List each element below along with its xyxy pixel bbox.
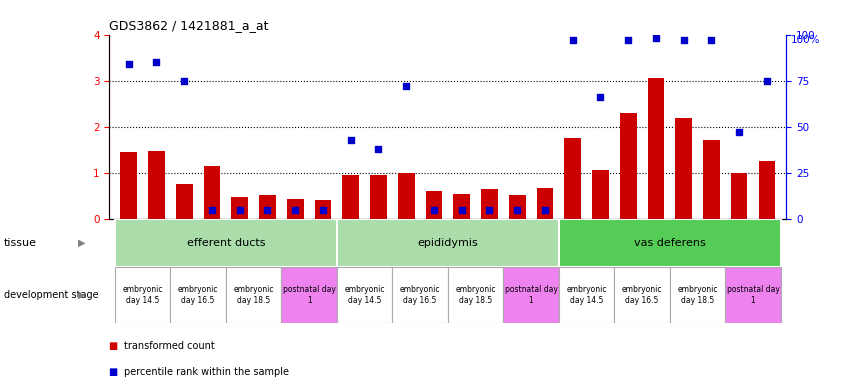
Point [344,137,357,143]
Text: embryonic
day 16.5: embryonic day 16.5 [621,285,663,305]
Point [538,207,552,213]
Text: embryonic
day 18.5: embryonic day 18.5 [455,285,496,305]
Text: GDS3862 / 1421881_a_at: GDS3862 / 1421881_a_at [109,19,269,32]
Bar [669,267,725,323]
Text: efferent ducts: efferent ducts [187,238,265,248]
Bar [703,140,720,219]
Bar [725,267,780,323]
Text: epididymis: epididymis [417,238,479,248]
Point [760,78,774,84]
Point [733,129,746,135]
Bar [592,170,609,219]
Text: embryonic
day 14.5: embryonic day 14.5 [566,285,607,305]
Bar [393,267,447,323]
Bar [115,267,171,323]
Text: embryonic
day 16.5: embryonic day 16.5 [399,285,441,305]
Bar [398,173,415,219]
Bar [675,118,692,219]
Bar [558,219,780,267]
Bar [731,173,748,219]
Text: ▶: ▶ [78,290,86,300]
Text: development stage: development stage [4,290,99,300]
Bar [337,219,558,267]
Point [594,94,607,100]
Point [705,37,718,43]
Bar [315,200,331,219]
Bar [648,78,664,219]
Bar [204,166,220,219]
Point [177,78,191,84]
Point [122,61,135,67]
Bar [231,197,248,219]
Bar [342,175,359,219]
Bar [426,191,442,219]
Point [621,37,635,43]
Bar [337,267,393,323]
Bar [759,161,775,219]
Text: 100%: 100% [791,35,820,45]
Point [261,207,274,213]
Point [372,146,385,152]
Bar [614,267,669,323]
Bar [176,184,193,219]
Point [649,35,663,41]
Point [455,207,468,213]
Text: tissue: tissue [4,238,37,248]
Bar [259,195,276,219]
Text: postnatal day
1: postnatal day 1 [505,285,558,305]
Text: embryonic
day 16.5: embryonic day 16.5 [177,285,219,305]
Point [233,207,246,213]
Bar [620,113,637,219]
Text: postnatal day
1: postnatal day 1 [283,285,336,305]
Text: postnatal day
1: postnatal day 1 [727,285,780,305]
Text: embryonic
day 14.5: embryonic day 14.5 [344,285,385,305]
Bar [447,267,503,323]
Bar [120,152,137,219]
Point [150,59,163,65]
Text: embryonic
day 18.5: embryonic day 18.5 [233,285,274,305]
Text: vas deferens: vas deferens [634,238,706,248]
Bar [226,267,282,323]
Bar [148,151,165,219]
Point [316,207,330,213]
Point [566,37,579,43]
Bar [453,194,470,219]
Bar [537,187,553,219]
Bar [509,195,526,219]
Text: percentile rank within the sample: percentile rank within the sample [124,367,289,377]
Point [288,207,302,213]
Bar [370,175,387,219]
Text: ▶: ▶ [78,238,86,248]
Text: ■: ■ [109,341,122,351]
Point [399,83,413,89]
Bar [171,267,226,323]
Bar [287,199,304,219]
Bar [282,267,337,323]
Bar [481,189,498,219]
Text: transformed count: transformed count [124,341,215,351]
Point [483,207,496,213]
Bar [564,138,581,219]
Point [205,207,219,213]
Text: embryonic
day 14.5: embryonic day 14.5 [123,285,163,305]
Text: ■: ■ [109,367,122,377]
Text: embryonic
day 18.5: embryonic day 18.5 [677,285,718,305]
Point [677,37,690,43]
Point [510,207,524,213]
Bar [115,219,337,267]
Point [427,207,441,213]
Bar [503,267,558,323]
Bar [558,267,614,323]
